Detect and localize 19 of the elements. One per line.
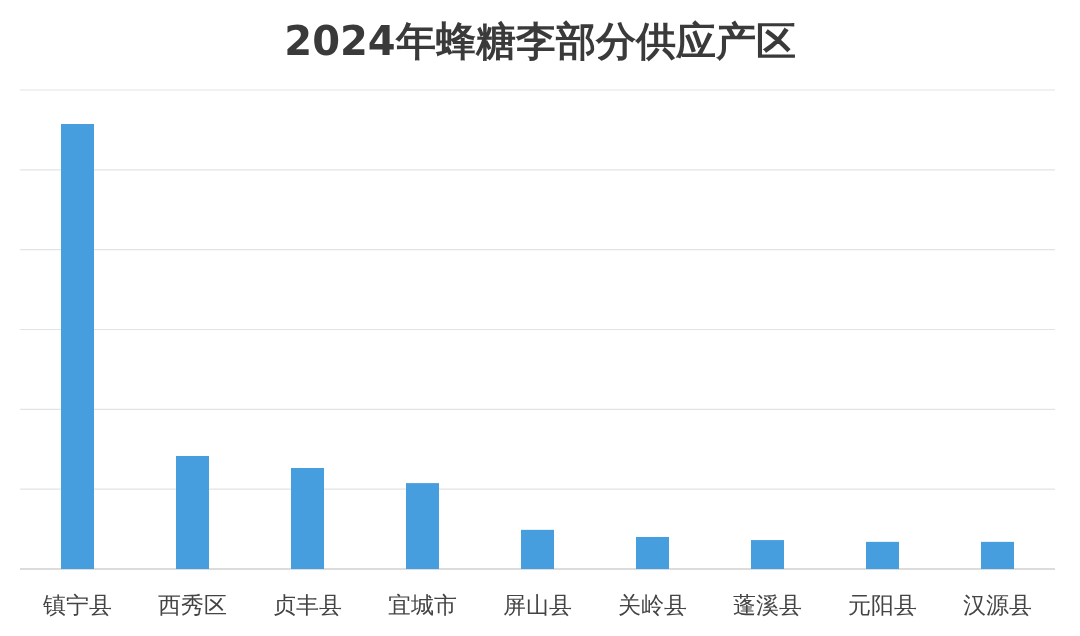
x-tick-label: 屏山县 [503, 592, 572, 618]
bar [866, 541, 899, 569]
bar [291, 467, 324, 569]
x-tick-label: 宜城市 [388, 592, 457, 618]
bar [521, 529, 554, 569]
x-tick-label: 汉源县 [963, 592, 1032, 618]
bar [176, 455, 209, 569]
x-tick-label: 贞丰县 [273, 592, 342, 618]
bar [636, 536, 669, 569]
x-tick-label: 关岭县 [618, 592, 687, 618]
x-tick-label: 蓬溪县 [733, 592, 802, 618]
bar [406, 483, 439, 569]
bar [981, 541, 1014, 569]
x-tick-label: 元阳县 [848, 592, 917, 618]
bar [751, 540, 784, 569]
x-tick-label: 西秀区 [158, 592, 227, 618]
bar [61, 124, 94, 569]
chart-title: 2024年蜂糖李部分供应产区 [284, 18, 796, 64]
x-tick-label: 镇宁县 [42, 592, 112, 618]
